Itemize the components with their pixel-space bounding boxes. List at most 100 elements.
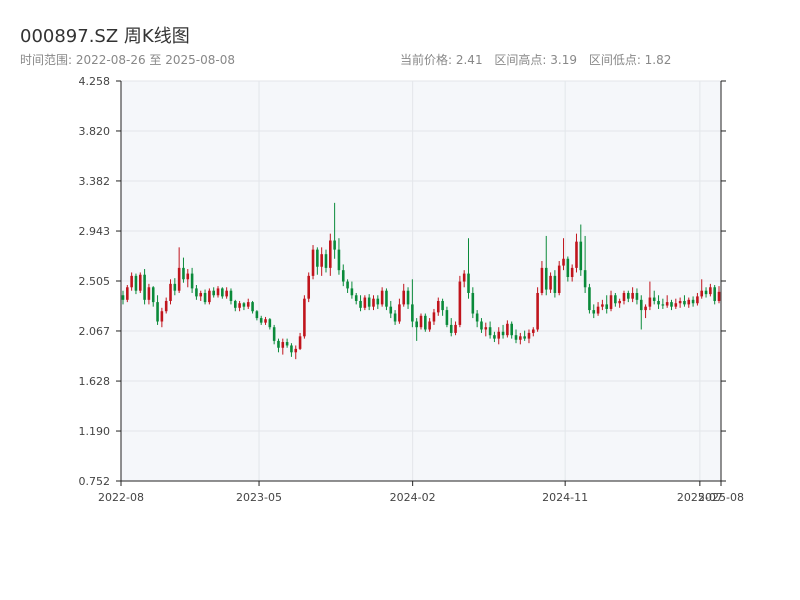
candle-body bbox=[432, 312, 436, 322]
x-tick-label: 2025-08 bbox=[698, 491, 744, 504]
candle-body bbox=[346, 281, 349, 289]
candle-body bbox=[316, 249, 319, 267]
y-tick-label: 2.067 bbox=[79, 325, 111, 338]
candle-body bbox=[506, 323, 509, 336]
candle-body bbox=[367, 297, 371, 307]
candle-body bbox=[359, 300, 362, 308]
candle-body bbox=[272, 327, 276, 341]
candle-body bbox=[557, 265, 561, 293]
candle-body bbox=[221, 288, 224, 297]
x-tick-label: 2022-08 bbox=[98, 491, 144, 504]
candle-body bbox=[665, 302, 669, 306]
y-tick-label: 2.943 bbox=[79, 225, 111, 238]
date-range: 时间范围: 2022-08-26 至 2025-08-08 bbox=[20, 53, 235, 67]
y-tick-label: 3.382 bbox=[79, 175, 111, 188]
candle-body bbox=[151, 287, 155, 303]
candle-body bbox=[376, 298, 380, 305]
candle-body bbox=[717, 291, 721, 301]
candle-body bbox=[631, 292, 634, 299]
candle-body bbox=[294, 348, 298, 353]
candle-body bbox=[320, 254, 323, 267]
candle-body bbox=[138, 274, 142, 291]
candle-body bbox=[186, 273, 190, 280]
candle-body bbox=[350, 288, 354, 296]
candle-body bbox=[652, 297, 656, 301]
candle-body bbox=[497, 331, 501, 339]
candle-body bbox=[562, 258, 565, 266]
candle-body bbox=[160, 311, 164, 322]
candle-body bbox=[190, 273, 194, 289]
candle-body bbox=[147, 287, 151, 300]
candle-body bbox=[169, 283, 172, 301]
candle-body bbox=[691, 299, 695, 304]
candle-body bbox=[385, 290, 388, 307]
candle-body bbox=[618, 300, 621, 304]
candle-body bbox=[441, 300, 444, 311]
candle-body bbox=[229, 290, 233, 301]
candle-body bbox=[311, 249, 315, 276]
chart-title: 000897.SZ 周K线图 bbox=[20, 26, 190, 47]
candle-body bbox=[484, 327, 488, 330]
candle-body bbox=[393, 313, 397, 322]
candle-body bbox=[670, 302, 673, 307]
y-tick-label: 2.505 bbox=[79, 275, 111, 288]
candle-body bbox=[493, 335, 496, 339]
candle-body bbox=[462, 273, 466, 282]
candle-body bbox=[588, 287, 591, 311]
x-tick-label: 2025-07 bbox=[677, 491, 723, 504]
candle-body bbox=[419, 315, 423, 328]
candle-body bbox=[488, 327, 492, 336]
candle-body bbox=[238, 303, 241, 308]
candle-body bbox=[480, 321, 483, 330]
candle-body bbox=[402, 290, 406, 305]
candle-body bbox=[212, 290, 215, 296]
candle-body bbox=[341, 270, 345, 282]
candle-body bbox=[614, 295, 617, 304]
candle-body bbox=[436, 300, 440, 313]
candle-body bbox=[700, 290, 704, 297]
candle-body bbox=[605, 304, 609, 309]
candle-body bbox=[251, 302, 254, 312]
candle-body bbox=[549, 275, 552, 290]
candle-body bbox=[173, 283, 177, 291]
candle-body bbox=[411, 304, 414, 322]
candle-body bbox=[475, 313, 479, 322]
candle-body bbox=[519, 336, 522, 340]
candle-body bbox=[709, 287, 712, 295]
candle-body bbox=[246, 302, 250, 307]
candle-body bbox=[233, 300, 237, 308]
candle-body bbox=[126, 287, 129, 300]
candle-body bbox=[661, 304, 665, 306]
candle-body bbox=[225, 290, 228, 297]
x-tick-label: 2023-05 bbox=[236, 491, 282, 504]
candle-body bbox=[639, 299, 643, 311]
candle-body bbox=[268, 319, 272, 328]
candle-body bbox=[380, 290, 384, 305]
candle-body bbox=[553, 275, 557, 293]
current-price: 当前价格: 2.41 bbox=[400, 53, 483, 67]
candle-body bbox=[622, 292, 626, 301]
candle-body bbox=[570, 267, 574, 278]
candle-body bbox=[281, 342, 285, 348]
y-tick-label: 3.820 bbox=[79, 125, 111, 138]
candle-body bbox=[324, 254, 328, 268]
candle-body bbox=[398, 304, 401, 322]
candle-body bbox=[333, 240, 336, 250]
x-tick-label: 2024-02 bbox=[390, 491, 436, 504]
candle-body bbox=[540, 267, 544, 293]
candle-body bbox=[121, 295, 125, 300]
candle-body bbox=[255, 311, 259, 319]
candle-body bbox=[337, 249, 341, 271]
x-tick-label: 2024-11 bbox=[542, 491, 588, 504]
y-tick-label: 4.258 bbox=[79, 75, 111, 88]
candle-body bbox=[264, 319, 267, 323]
candle-body bbox=[531, 329, 535, 333]
y-tick-label: 0.752 bbox=[79, 475, 111, 488]
candle-body bbox=[208, 290, 211, 303]
candle-body bbox=[501, 331, 505, 336]
candle-body bbox=[471, 292, 475, 314]
candle-body bbox=[467, 273, 470, 293]
candle-body bbox=[445, 310, 449, 325]
candle-body bbox=[596, 306, 600, 314]
